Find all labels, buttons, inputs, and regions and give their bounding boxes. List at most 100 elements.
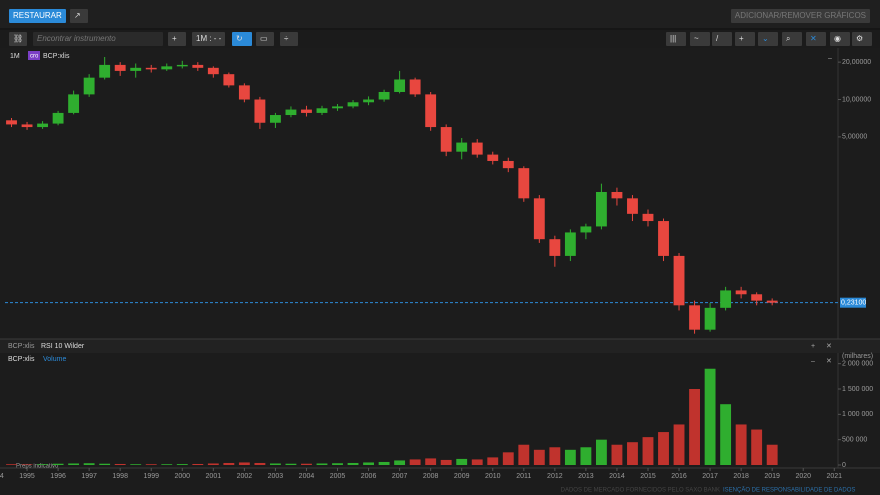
- volume-bar: [332, 463, 343, 465]
- candle-body: [99, 64, 111, 78]
- x-tick-label: 1995: [19, 473, 35, 480]
- add-button[interactable]: +: [168, 32, 186, 46]
- candle-body: [580, 226, 592, 233]
- volume-bar: [456, 458, 468, 465]
- volume-bar: [285, 463, 297, 465]
- tool-button[interactable]: |||: [666, 32, 686, 46]
- candle-body: [735, 290, 747, 295]
- popout-button[interactable]: ↗: [70, 9, 88, 23]
- candle-body: [316, 108, 328, 113]
- collapse-icon[interactable]: –: [811, 358, 815, 365]
- period-label: 1M: [10, 53, 20, 60]
- volume-bar: [52, 463, 64, 465]
- volume-bar: [145, 464, 157, 465]
- candle-body: [378, 91, 390, 100]
- candle-body: [114, 64, 126, 71]
- badge-bg: [28, 51, 40, 60]
- candle-body: [301, 109, 312, 113]
- rsi-indicator: RSI 10 Wilder: [41, 343, 85, 350]
- candle-body: [130, 67, 142, 71]
- x-tick-label: 2021: [826, 473, 842, 480]
- candle-body: [332, 106, 343, 109]
- volume-bar: [720, 404, 732, 465]
- tool-button[interactable]: /: [712, 32, 732, 46]
- zoom-button[interactable]: ⌕: [782, 32, 802, 46]
- candle-body: [425, 94, 437, 128]
- restore-button[interactable]: RESTAURAR: [9, 9, 66, 23]
- link-button[interactable]: ⛓: [9, 32, 27, 46]
- footer-provider: DADOS DE MERCADO FORNECIDOS PELO SAXO BA…: [561, 488, 720, 494]
- volume-bar: [238, 462, 250, 465]
- volume-bar: [192, 463, 204, 465]
- collapse-icon[interactable]: –: [828, 55, 832, 62]
- x-tick-label: 2009: [454, 473, 470, 480]
- type-button[interactable]: ▭: [256, 32, 274, 46]
- y-tick-label: 10,00000: [842, 96, 871, 103]
- chart-toolbar: ⛓ Encontrar instrumento + 1M : - - ↻ ▭ ÷…: [0, 30, 880, 48]
- volume-bar: [176, 464, 188, 465]
- x-tick-label: 2006: [361, 473, 377, 480]
- x-tick-label: 1994: [0, 473, 4, 480]
- interval-button[interactable]: 1M : - -: [192, 32, 226, 46]
- fit-button[interactable]: ✕: [806, 32, 826, 46]
- candle-body: [52, 112, 64, 124]
- volume-bar: [425, 458, 437, 465]
- close-icon[interactable]: ✕: [826, 358, 832, 365]
- volume-instrument: BCP:xlis: [8, 356, 35, 363]
- refresh-button[interactable]: ↻: [232, 32, 252, 46]
- last-price-label: 0,23100: [841, 300, 866, 307]
- volume-bar: [766, 444, 778, 465]
- x-tick-label: 2014: [609, 473, 625, 480]
- x-tick-label: 2012: [547, 473, 563, 480]
- x-tick-label: 2011: [516, 473, 531, 480]
- volume-bar: [161, 464, 173, 465]
- candle-body: [720, 290, 732, 308]
- close-icon[interactable]: ✕: [826, 343, 832, 350]
- volume-bar: [704, 368, 716, 465]
- search-input[interactable]: Encontrar instrumento: [33, 32, 163, 46]
- y-tick-label: 0: [842, 462, 846, 469]
- snapshot-button[interactable]: ◉: [830, 32, 850, 46]
- footer-disclaimer[interactable]: ISENÇÃO DE RESPONSABILIDADE DE DADOS: [723, 487, 855, 494]
- y-tick-label: 2 000 000: [842, 361, 873, 368]
- candle-body: [595, 191, 607, 227]
- candle-body: [658, 221, 669, 256]
- volume-bar: [549, 447, 561, 465]
- volume-bar: [207, 463, 219, 465]
- chart: 1M cro BCP:xlis – BCP:xlis RSI 10 Wilder…: [0, 48, 880, 495]
- volume-bar: [440, 459, 452, 465]
- volume-bar: [83, 463, 95, 465]
- last-price-box: [840, 297, 866, 308]
- tool-button[interactable]: +: [735, 32, 755, 46]
- volume-unit: (milhares): [842, 353, 873, 360]
- candle-body: [673, 255, 685, 306]
- candle-body: [611, 191, 623, 199]
- x-tick-label: 1997: [81, 473, 97, 480]
- x-tick-label: 2003: [268, 473, 284, 480]
- candle-body: [223, 74, 235, 86]
- tool-button[interactable]: ~: [690, 32, 710, 46]
- volume-bar: [751, 429, 763, 465]
- settings-button[interactable]: ⚙: [852, 32, 872, 46]
- y-tick-label: 1 000 000: [842, 411, 873, 418]
- volume-name: Volume: [43, 356, 66, 363]
- volume-bar: [68, 463, 80, 465]
- volume-bar: [37, 464, 49, 465]
- split-button[interactable]: ÷: [280, 32, 298, 46]
- tool-button[interactable]: ⌄: [758, 32, 778, 46]
- volume-bar: [114, 463, 126, 465]
- x-tick-label: 2000: [174, 473, 190, 480]
- volume-bar: [611, 444, 623, 465]
- add-remove-button[interactable]: ADICIONAR/REMOVER GRÁFICOS: [730, 9, 870, 23]
- candle-body: [161, 66, 173, 70]
- candle-body: [533, 198, 545, 240]
- candle-body: [549, 239, 561, 256]
- volume-bar: [487, 457, 499, 465]
- y-tick-label: 20,00000: [842, 59, 871, 66]
- volume-bar: [595, 439, 607, 465]
- y-tick-label: 500 000: [842, 437, 867, 444]
- candle-body: [192, 64, 204, 68]
- expand-icon[interactable]: +: [811, 343, 815, 350]
- x-tick-label: 2020: [795, 473, 811, 480]
